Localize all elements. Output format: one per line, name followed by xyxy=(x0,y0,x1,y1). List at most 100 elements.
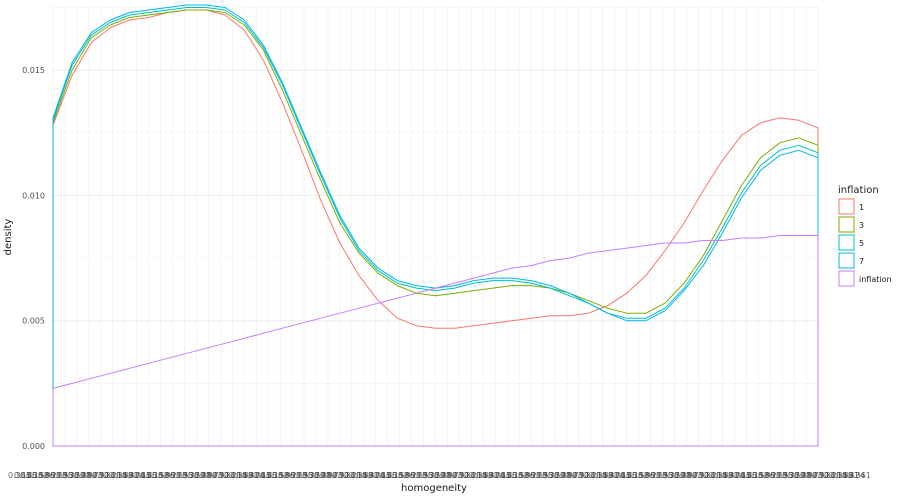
x-tick-label: 0.348 xyxy=(218,471,241,480)
x-tick-label: 0.152 xyxy=(26,471,49,480)
x-tick-label: 0.273 xyxy=(284,471,307,480)
y-axis-title: density xyxy=(3,219,14,256)
x-tick-label: 0.891 xyxy=(596,471,619,480)
x-tick-label: 0.943 xyxy=(560,471,583,480)
x-tick-label: 0.538 xyxy=(56,471,79,480)
x-tick-label: 0.732 xyxy=(806,471,829,480)
x-tick-label: 0.348 xyxy=(698,471,721,480)
x-tick-label: 0.537 xyxy=(548,471,571,480)
x-tick-label: 0.537 xyxy=(308,471,331,480)
x-tick-label: 0.537 xyxy=(788,471,811,480)
x-tick-label: 0.995 xyxy=(518,471,541,480)
x-tick-label: 0.214 xyxy=(824,471,847,480)
x-tick-label: 0.353 xyxy=(710,471,733,480)
x-tick-label: 0.537 xyxy=(188,471,211,480)
x-tick-label: 0.586 xyxy=(32,471,55,480)
x-tick-label: 0.538 xyxy=(416,471,439,480)
x-tick-label: 0.943 xyxy=(800,471,823,480)
x-tick-label: 0.732 xyxy=(446,471,469,480)
x-tick-label: 0.439 xyxy=(20,471,43,480)
legend-key-inflation xyxy=(838,270,855,287)
x-tick-label: 0.361 xyxy=(368,471,391,480)
x-tick-label: 0.889 xyxy=(674,471,697,480)
legend-key-7 xyxy=(838,252,855,269)
series-line-inflation xyxy=(52,235,819,447)
x-tick-label: 0.891 xyxy=(356,471,379,480)
x-tick-label: 0.273 xyxy=(164,471,187,480)
series-line-3 xyxy=(52,9,819,447)
x-tick-label: 0.695 xyxy=(650,471,673,480)
x-tick-label: 0.439 xyxy=(620,471,643,480)
x-tick-label: 0.943 xyxy=(680,471,703,480)
x-tick-label: 0.913 xyxy=(332,471,355,480)
x-tick-label: 0.586 xyxy=(272,471,295,480)
x-tick-label: 0.329 xyxy=(662,471,685,480)
x-tick-label: 0.361 xyxy=(488,471,511,480)
x-tick-label: 0.424 xyxy=(242,471,265,480)
x-tick-label: 0.329 xyxy=(182,471,205,480)
x-tick-label: 0.329 xyxy=(542,471,565,480)
x-tick-label: 0.214 xyxy=(584,471,607,480)
x-tick-label: 0.348 xyxy=(338,471,361,480)
y-tick-label: 0.015 xyxy=(22,66,45,75)
x-tick-label: 0.348 xyxy=(818,471,841,480)
x-tick-label: 0.695 xyxy=(170,471,193,480)
x-tick-label: 0.424 xyxy=(122,471,145,480)
x-tick-label: 0.913 xyxy=(92,471,115,480)
legend-title: inflation xyxy=(838,185,879,196)
x-tick-label: 0.889 xyxy=(194,471,217,480)
x-tick-label: 0.155 xyxy=(134,471,157,480)
x-tick-label: 0.361 xyxy=(128,471,151,480)
x-tick-label: 0.155 xyxy=(374,471,397,480)
x-tick-label: 0.155 xyxy=(14,471,37,480)
x-tick-label: 0.214 xyxy=(344,471,367,480)
x-tick-label: 0.348 xyxy=(98,471,121,480)
x-tick-label: 0.995 xyxy=(38,471,61,480)
x-tick-label: 0.329 xyxy=(422,471,445,480)
x-tick-label: 0.424 xyxy=(362,471,385,480)
y-tick-label: 0.010 xyxy=(22,191,45,200)
series-line-5 xyxy=(52,7,819,447)
x-tick-label: 0.891 xyxy=(116,471,139,480)
x-tick-label: 0.155 xyxy=(494,471,517,480)
x-axis-title: homogeneity xyxy=(401,483,467,494)
x-tick-label: 0.155 xyxy=(254,471,277,480)
x-tick-label: 0.273 xyxy=(764,471,787,480)
x-tick-label: 0.353 xyxy=(350,471,373,480)
legend-label: inflation xyxy=(859,275,892,284)
x-tick-label: 0.152 xyxy=(146,471,169,480)
x-tick-label: 0.537 xyxy=(68,471,91,480)
x-tick-label: 0.695 xyxy=(290,471,313,480)
x-tick-label: 0.439 xyxy=(140,471,163,480)
x-tick-label: 0.152 xyxy=(626,471,649,480)
minor-gridlines xyxy=(52,5,819,446)
x-tick-label: 0.273 xyxy=(44,471,67,480)
x-tick-label: 0.329 xyxy=(302,471,325,480)
x-tick-label: 0.732 xyxy=(686,471,709,480)
x-tick-label: 0.732 xyxy=(326,471,349,480)
x-tick-label: 0.348 xyxy=(458,471,481,480)
x-tick-label: 0.214 xyxy=(464,471,487,480)
x-tick-label: 0.353 xyxy=(110,471,133,480)
x-tick-label: 0.586 xyxy=(752,471,775,480)
x-tick-label: 0.439 xyxy=(260,471,283,480)
x-tick-label: 0.538 xyxy=(176,471,199,480)
x-tick-label: 0.943 xyxy=(440,471,463,480)
series-layer xyxy=(52,4,819,447)
x-tick-label: 0.943 xyxy=(200,471,223,480)
x-tick-label: 0.891 xyxy=(836,471,859,480)
x-tick-label: 0.995 xyxy=(278,471,301,480)
x-tick-label: 0.943 xyxy=(80,471,103,480)
x-tick-label: 0.361 xyxy=(248,471,271,480)
x-tick-label: 0.586 xyxy=(512,471,535,480)
x-tick-label: 0.155 xyxy=(734,471,757,480)
x-tick-label: 0.586 xyxy=(392,471,415,480)
x-tick-label: 0.913 xyxy=(812,471,835,480)
y-axis-ticks: 0.000 0.005 0.010 0.015 xyxy=(22,66,45,451)
series-line-7 xyxy=(52,4,819,447)
x-tick-label: 0.361 xyxy=(848,471,871,480)
x-tick-label: 0.995 xyxy=(398,471,421,480)
x-axis-ticks: 0.3610.1550.4390.1520.5860.9950.2730.695… xyxy=(8,471,871,480)
x-tick-label: 0.995 xyxy=(758,471,781,480)
